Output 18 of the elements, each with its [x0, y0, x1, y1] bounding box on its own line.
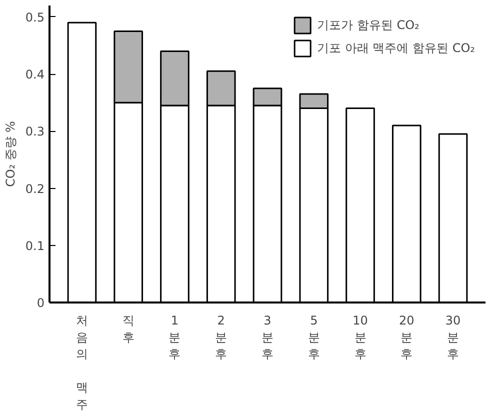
x-tick-label: 2분후	[215, 314, 228, 362]
y-tick-label: 0.5	[25, 10, 45, 24]
x-tick-label: 10분후	[352, 314, 368, 362]
x-tick-label: 20분후	[399, 314, 414, 362]
y-tick-label: 0.3	[25, 124, 45, 139]
legend-label: 기포 아래 맥주에 함유된 CO₂	[317, 40, 475, 56]
y-tick-label: 0.1	[25, 238, 45, 253]
y-tick-label: 0.2	[25, 182, 45, 196]
legend-label: 기포가 함유된 CO₂	[317, 16, 420, 34]
y-tick-label: 0	[36, 296, 45, 310]
x-tick-label: 1분후	[168, 314, 181, 362]
x-tick-label: 직후	[122, 314, 134, 344]
x-tick-label: 3분후	[262, 314, 274, 362]
y-tick-label: 0.4	[25, 68, 45, 82]
x-tick-label: 30분후	[445, 314, 461, 362]
x-tick-label: 5분후	[308, 314, 320, 362]
category-label: 처음의 맥주	[76, 314, 88, 412]
y-axis-title: CO₂ 중량 %	[3, 121, 18, 187]
